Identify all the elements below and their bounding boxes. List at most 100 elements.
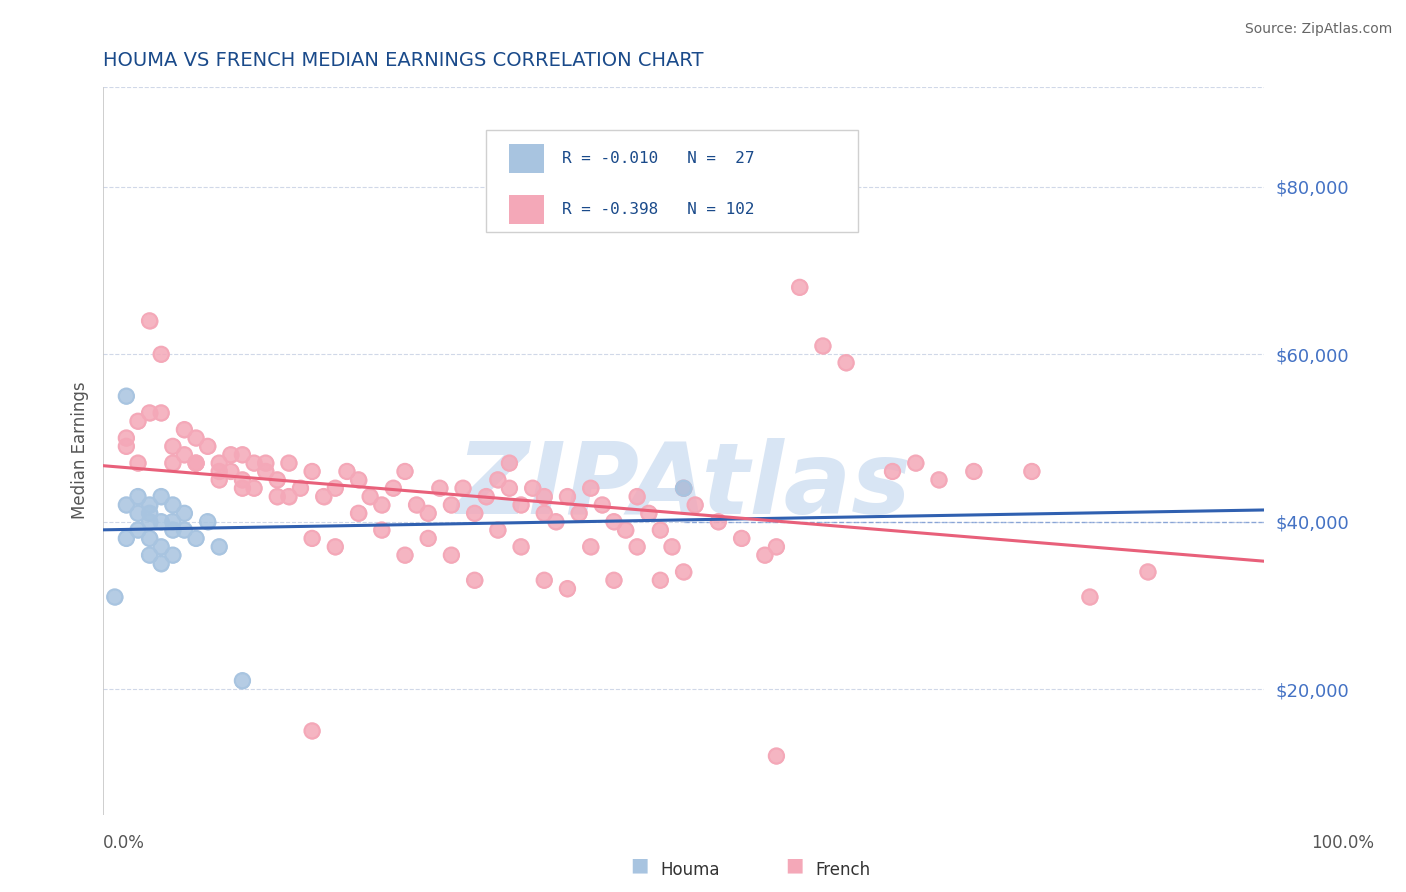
- Point: [219, 448, 242, 462]
- Point: [277, 490, 299, 504]
- Point: [370, 523, 392, 537]
- Point: [162, 548, 184, 562]
- Point: [928, 473, 950, 487]
- Point: [882, 465, 904, 479]
- Point: [440, 548, 463, 562]
- Point: [336, 465, 359, 479]
- Point: [475, 490, 498, 504]
- Point: [510, 540, 533, 554]
- Point: [963, 465, 986, 479]
- Point: [127, 490, 149, 504]
- Point: [835, 356, 858, 370]
- Point: [138, 314, 160, 328]
- Point: [394, 548, 416, 562]
- Point: [579, 481, 602, 495]
- Point: [104, 590, 127, 604]
- Point: [312, 490, 335, 504]
- Point: [557, 582, 579, 596]
- Point: [138, 515, 160, 529]
- Point: [127, 490, 149, 504]
- Point: [904, 456, 927, 470]
- Point: [243, 481, 266, 495]
- Point: [138, 548, 160, 562]
- Point: [672, 481, 695, 495]
- Point: [650, 574, 672, 588]
- Point: [405, 498, 427, 512]
- Bar: [509, 195, 544, 224]
- Point: [127, 456, 149, 470]
- Point: [208, 456, 231, 470]
- Point: [347, 506, 370, 520]
- Point: [208, 465, 231, 479]
- Point: [138, 548, 160, 562]
- Point: [150, 540, 173, 554]
- Point: [127, 523, 149, 537]
- Point: [197, 439, 219, 453]
- Point: [162, 523, 184, 537]
- Point: [208, 540, 231, 554]
- Point: [115, 431, 138, 445]
- Point: [277, 490, 299, 504]
- Point: [219, 448, 242, 462]
- Point: [789, 280, 811, 294]
- Point: [184, 532, 207, 546]
- Point: [301, 465, 323, 479]
- Point: [533, 506, 555, 520]
- Point: [614, 523, 637, 537]
- Point: [150, 557, 173, 571]
- Point: [1136, 565, 1159, 579]
- Text: ■: ■: [785, 855, 804, 875]
- Point: [312, 490, 335, 504]
- Point: [637, 506, 659, 520]
- Point: [637, 506, 659, 520]
- Point: [498, 481, 520, 495]
- Point: [579, 481, 602, 495]
- Point: [533, 490, 555, 504]
- Point: [544, 515, 567, 529]
- FancyBboxPatch shape: [486, 130, 858, 232]
- Point: [138, 406, 160, 420]
- Point: [765, 540, 787, 554]
- Point: [266, 473, 288, 487]
- Point: [464, 506, 486, 520]
- Point: [162, 498, 184, 512]
- Point: [301, 723, 323, 738]
- Point: [347, 473, 370, 487]
- Point: [614, 523, 637, 537]
- Point: [323, 540, 346, 554]
- Text: ZIPAtlas: ZIPAtlas: [456, 439, 911, 535]
- Point: [277, 456, 299, 470]
- Point: [811, 339, 834, 353]
- Point: [486, 523, 509, 537]
- Point: [707, 515, 730, 529]
- Point: [730, 532, 752, 546]
- Point: [290, 481, 312, 495]
- Point: [510, 498, 533, 512]
- Point: [138, 406, 160, 420]
- Point: [730, 532, 752, 546]
- Point: [254, 456, 277, 470]
- Point: [150, 347, 173, 361]
- Point: [683, 498, 706, 512]
- Text: R = -0.398   N = 102: R = -0.398 N = 102: [561, 202, 754, 217]
- Point: [197, 515, 219, 529]
- Point: [162, 523, 184, 537]
- Point: [486, 523, 509, 537]
- Point: [208, 465, 231, 479]
- Point: [533, 574, 555, 588]
- Point: [382, 481, 405, 495]
- Point: [603, 515, 626, 529]
- Point: [243, 456, 266, 470]
- Point: [138, 314, 160, 328]
- Point: [603, 515, 626, 529]
- Point: [115, 532, 138, 546]
- Point: [765, 749, 787, 764]
- Point: [150, 515, 173, 529]
- Point: [359, 490, 381, 504]
- Point: [231, 481, 253, 495]
- Point: [672, 481, 695, 495]
- Point: [418, 506, 440, 520]
- Point: [150, 540, 173, 554]
- Point: [568, 506, 591, 520]
- Point: [451, 481, 474, 495]
